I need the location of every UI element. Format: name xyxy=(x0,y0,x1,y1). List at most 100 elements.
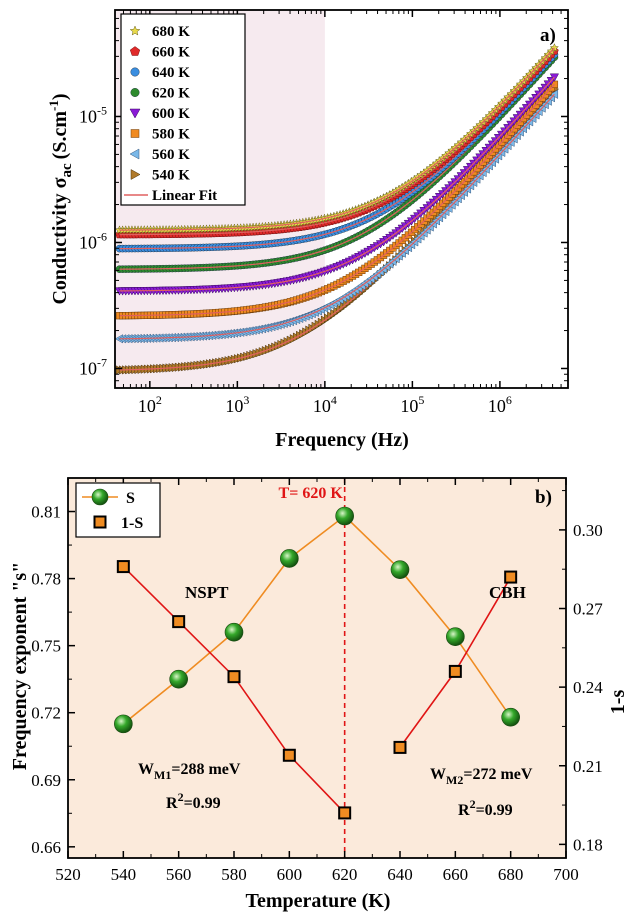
linear-fit-line xyxy=(119,47,555,231)
s-data-point xyxy=(390,560,410,579)
panel-a-y-axis-title-exp: -1 xyxy=(46,100,61,111)
series-s xyxy=(114,506,520,734)
linear-fit-line xyxy=(119,93,555,340)
panel-a-x-tick-label: 102 xyxy=(138,393,162,416)
panel-b-x-tick-label: 560 xyxy=(166,865,192,884)
legend-s-label: S xyxy=(126,490,135,507)
panel-b-x-ticks: 520 540 560 580 600 620 640 660 680 700 xyxy=(55,478,579,884)
wm1-value: =288 meV xyxy=(171,761,241,778)
panel-b-x-axis-title: Temperature (K) xyxy=(246,890,391,912)
r2-left-prefix: R xyxy=(166,795,178,812)
panel-a-y-tick-label: 10-5 xyxy=(79,103,107,126)
panel-a-y-ticks: 10-7 10-6 10-5 xyxy=(79,17,568,389)
s-line xyxy=(122,514,512,725)
s-data-point xyxy=(280,549,299,568)
panel-b-x-tick-label: 580 xyxy=(221,865,247,884)
panel-a-y-tick-label: 10-6 xyxy=(79,229,107,252)
one-minus-s-data-point xyxy=(172,615,186,629)
legend-label: 620 K xyxy=(152,86,190,102)
wm2-value: =272 meV xyxy=(463,766,533,783)
panel-a-y-axis-title-unit: (S.cm xyxy=(49,111,71,160)
panel-a-series-group xyxy=(114,43,560,375)
one-minus-s-data-point xyxy=(448,664,462,678)
panel-b-x-tick-label: 680 xyxy=(498,865,524,884)
data-point xyxy=(549,43,560,52)
legend-marker xyxy=(130,67,140,77)
panel-a-x-tick-label: 104 xyxy=(313,393,337,416)
panel-b-y-tick-label: 0.69 xyxy=(31,771,61,790)
panel-b-plot-background xyxy=(68,478,566,858)
s-data-point xyxy=(446,627,465,647)
panel-b-x-tick-label: 640 xyxy=(387,865,413,884)
panel-b-x-tick-label: 520 xyxy=(55,865,81,884)
legend-1-s-marker xyxy=(93,515,107,529)
panel-b-x-tick-label: 620 xyxy=(332,865,358,884)
series-580k xyxy=(115,80,559,320)
legend-marker xyxy=(130,88,140,97)
one-minus-s-data-point xyxy=(116,560,130,574)
panel-b-y2-ticks: 0.18 0.21 0.24 0.27 0.30 xyxy=(559,490,603,854)
panel-b-y-tick-label: 0.66 xyxy=(31,838,61,857)
panel-b-annotation-wm2: WM2=272 meV xyxy=(430,766,533,787)
one-minus-s-data-point xyxy=(393,740,407,754)
panel-a-x-tick-label: 103 xyxy=(225,393,249,416)
legend-label: 600 K xyxy=(152,106,190,122)
legend-marker xyxy=(129,148,140,160)
panel-a-legend-box xyxy=(120,13,246,206)
panel-b: T= 620 K 520 540 560 580 600 620 640 660 680 700 … xyxy=(9,477,629,912)
panel-a-frame xyxy=(114,9,569,389)
panel-a-legend: 680 K 660 K 640 K 620 K 600 K 580 K 560 K 540 K… xyxy=(120,13,246,206)
legend-s-marker xyxy=(91,488,109,506)
series-560k xyxy=(114,89,559,344)
legend-marker xyxy=(130,169,141,180)
panel-b-annotation-r2-right: R2=0.99 xyxy=(458,797,513,819)
wm2-prefix: W xyxy=(430,766,446,783)
panel-b-annotation-nspt: NSPT xyxy=(185,583,229,602)
panel-b-y-axis-title: Frequency exponent "s" xyxy=(9,562,31,771)
legend-label: 660 K xyxy=(152,45,190,61)
panel-b-y2-tick-label: 0.24 xyxy=(573,678,603,697)
one-minus-s-data-point xyxy=(504,570,518,584)
panel-b-x-tick-label: 700 xyxy=(553,865,579,884)
panel-b-y-tick-label: 0.72 xyxy=(31,704,61,723)
panel-a-y-tick-label: 10-7 xyxy=(79,355,107,378)
series-680k xyxy=(114,43,560,235)
panel-b-y-ticks: 0.66 0.69 0.72 0.75 0.78 0.81 xyxy=(31,503,75,857)
s-data-point xyxy=(169,669,188,689)
panel-a-x-tick-label: 105 xyxy=(400,393,424,416)
panel-b-legend-box xyxy=(75,482,161,538)
panel-b-annotation-wm1: WM1=288 meV xyxy=(138,761,241,782)
wm1-sub: M1 xyxy=(154,768,171,782)
panel-a-y-axis-title-close: ) xyxy=(49,93,71,100)
legend-fit-label: Linear Fit xyxy=(152,188,217,204)
legend-1-s-label: 1-S xyxy=(121,515,143,532)
legend-label: 680 K xyxy=(152,24,190,40)
r2-right-exp: 2 xyxy=(470,797,476,811)
r2-left-exp: 2 xyxy=(178,790,184,804)
panel-a-y-axis-title-main: Conductivity σ xyxy=(49,177,71,304)
one-minus-s-data-point xyxy=(227,670,241,684)
panel-b-label: b) xyxy=(535,487,552,508)
s-data-point xyxy=(335,506,354,526)
legend-marker xyxy=(130,129,140,138)
panel-b-y2-tick-label: 0.27 xyxy=(573,600,603,619)
panel-b-y2-axis-title: 1-s xyxy=(607,690,629,715)
panel-b-y-tick-label: 0.75 xyxy=(31,637,61,656)
r2-right-value: =0.99 xyxy=(476,802,513,819)
panel-a-y-axis-title-sub: ac xyxy=(59,163,75,178)
r2-left-value: =0.99 xyxy=(184,795,221,812)
panel-b-vertical-line-label: T= 620 K xyxy=(279,485,344,502)
panel-a: 102 103 104 105 106 10-7 10-6 10-5 a) Frequenc… xyxy=(46,9,569,451)
panel-b-y-tick-label: 0.78 xyxy=(31,570,61,589)
panel-b-legend-entries: S 1-S xyxy=(82,488,143,532)
panel-b-annotation-cbh: CBH xyxy=(489,583,526,602)
panel-a-label: a) xyxy=(540,25,556,46)
panel-b-y2-tick-label: 0.21 xyxy=(573,757,603,776)
one-minus-s-data-point xyxy=(282,748,296,762)
panel-b-y2-tick-label: 0.30 xyxy=(573,521,603,540)
panel-a-x-axis-title: Frequency (Hz) xyxy=(275,429,409,451)
series-1-s xyxy=(116,560,518,820)
linear-fit-line xyxy=(119,83,555,317)
one-minus-s-data-point xyxy=(338,806,352,820)
